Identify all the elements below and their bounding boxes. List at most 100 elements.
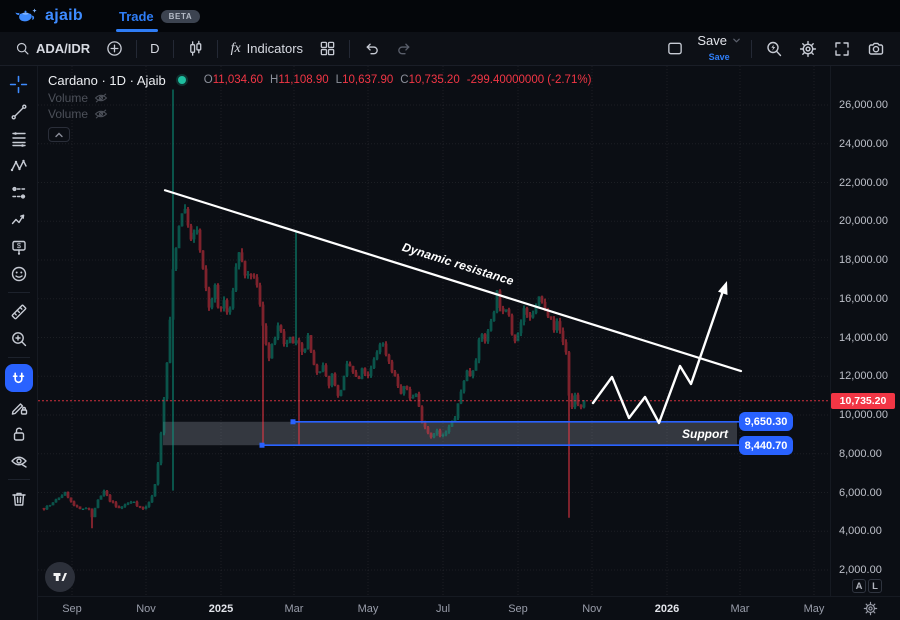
time-tick-label: Sep xyxy=(62,602,82,615)
candles-down xyxy=(42,207,583,529)
price-axis[interactable]: A L 26,000.00 24,000.00 22,000.00 20,000.00… xyxy=(830,66,900,596)
fullscreen-button[interactable] xyxy=(826,36,858,62)
app-bar: ajaib Trade BETA xyxy=(0,0,900,32)
price-tick-label: 24,000.00 xyxy=(839,137,888,150)
toolbar-divider xyxy=(751,39,752,58)
price-tick-label: 18,000.00 xyxy=(839,254,888,266)
fx-icon: fx xyxy=(230,40,241,56)
drawing-mode-tool[interactable] xyxy=(4,394,34,419)
chevron-down-icon xyxy=(733,38,740,42)
layout-select-button[interactable] xyxy=(659,36,691,61)
change-value: -299.40000000 (-2.71%) xyxy=(466,74,592,86)
price-tick-label: 6,000.00 xyxy=(839,486,882,499)
collapse-legend-button[interactable] xyxy=(48,127,70,142)
time-tick-label: Nov xyxy=(136,602,156,615)
compare-add-button[interactable] xyxy=(99,36,130,61)
measure-tool[interactable] xyxy=(4,299,34,324)
ruler-icon xyxy=(11,304,26,319)
support-top-price-tag[interactable]: 9,650.30 xyxy=(739,412,793,431)
elliott-wave-icon xyxy=(11,214,24,224)
time-tick-label: May xyxy=(357,602,379,615)
symbol-title[interactable]: Cardano · 1D · Ajaib xyxy=(48,72,166,88)
tab-trade[interactable]: Trade BETA xyxy=(115,0,201,32)
toolbar-divider xyxy=(172,39,174,58)
eye-off-icon[interactable] xyxy=(94,108,108,120)
lock-drawings-tool[interactable] xyxy=(4,421,34,446)
toolbar-divider xyxy=(7,357,30,358)
snapshot-button[interactable] xyxy=(860,36,892,62)
axis-settings-button[interactable] xyxy=(863,601,878,616)
gear-icon xyxy=(799,40,817,57)
autosave-status: Save xyxy=(708,51,730,62)
ajaib-logo[interactable]: ajaib xyxy=(14,6,83,26)
crosshair-icon xyxy=(9,75,28,94)
layout-grid-button[interactable] xyxy=(312,36,343,61)
zoom-in-tool[interactable] xyxy=(4,326,34,351)
fib-retracement-tool[interactable] xyxy=(4,126,34,151)
interval-button[interactable]: D xyxy=(143,37,166,60)
crosshair-tool[interactable] xyxy=(4,72,34,97)
toolbar-divider xyxy=(216,39,218,58)
magnet-tool[interactable] xyxy=(4,364,33,392)
eye-off-icon[interactable] xyxy=(94,92,108,104)
toolbar-divider xyxy=(7,479,30,480)
symbol-search-button[interactable]: ADA/IDR xyxy=(8,37,97,60)
smiley-icon xyxy=(11,266,26,281)
chart-type-button[interactable] xyxy=(180,36,211,61)
remove-drawings-tool[interactable] xyxy=(4,486,34,511)
fullscreen-icon xyxy=(835,41,849,56)
indicators-button[interactable]: fx Indicators xyxy=(224,37,310,61)
time-tick-label: 2026 xyxy=(654,602,680,615)
toolbar-divider xyxy=(7,292,30,293)
xabcd-pattern-tool[interactable] xyxy=(4,153,34,178)
support-bottom-price-tag[interactable]: 8,440.70 xyxy=(739,436,793,455)
projection-icon xyxy=(11,186,26,199)
projection-arrowhead xyxy=(718,281,728,295)
resistance-trendline xyxy=(163,189,743,373)
time-tick-label: Sep xyxy=(508,602,528,615)
lock-icon xyxy=(13,427,24,441)
volume-indicator-row[interactable]: Volume xyxy=(48,90,591,105)
auto-scale-button[interactable]: A xyxy=(852,579,866,593)
emoji-tool[interactable] xyxy=(4,261,34,286)
trend-line-tool[interactable] xyxy=(4,99,34,124)
current-price-tag: 10,735.20 xyxy=(831,393,895,409)
toolbar-divider xyxy=(136,39,138,58)
settings-button[interactable] xyxy=(792,36,824,62)
save-button[interactable]: Save Save xyxy=(693,33,745,65)
time-tick-label: May xyxy=(803,602,825,615)
toolbar-divider xyxy=(349,39,351,58)
resistance-annotation[interactable]: Dynamic resistance xyxy=(400,239,516,289)
quick-search-button[interactable] xyxy=(758,36,790,62)
chart-toolbar: ADA/IDR D fx Indicators xyxy=(0,32,900,66)
plus-circle-icon xyxy=(107,41,122,56)
log-scale-button[interactable]: L xyxy=(868,579,882,593)
tab-trade-label: Trade xyxy=(118,8,154,24)
active-tab-underline xyxy=(115,29,158,32)
price-tick-label: 8,000.00 xyxy=(839,447,882,460)
search-icon xyxy=(16,42,29,55)
projection-zigzag xyxy=(591,286,726,425)
interval-label: D xyxy=(150,41,160,56)
ohlc-values: O11,034.60 H11,108.90 L10,637.90 C10,735… xyxy=(203,74,592,86)
projection-tool[interactable] xyxy=(4,180,34,205)
xabcd-pattern-icon xyxy=(10,159,27,171)
brand-name: ajaib xyxy=(45,7,83,24)
market-status-icon xyxy=(177,76,186,84)
time-axis[interactable]: Sep Nov 2025 Mar May Jul Sep Nov 2026 Mar May xyxy=(38,596,900,620)
redo-button[interactable] xyxy=(389,36,420,61)
drawing-toolbar: $ xyxy=(0,66,38,620)
chart-legend: Cardano · 1D · Ajaib O11,034.60 H11,108.… xyxy=(48,71,591,142)
hide-drawings-tool[interactable] xyxy=(4,448,34,473)
position-tool[interactable]: $ xyxy=(4,234,34,259)
tradingview-logo[interactable] xyxy=(45,562,75,592)
symbol-label: ADA/IDR xyxy=(36,41,91,56)
undo-icon xyxy=(366,43,378,55)
grid-lines xyxy=(38,66,830,596)
support-annotation[interactable]: Support xyxy=(682,427,728,441)
elliott-wave-tool[interactable] xyxy=(4,207,34,232)
gear-icon xyxy=(863,601,878,616)
undo-button[interactable] xyxy=(356,36,387,61)
volume-indicator-row[interactable]: Volume xyxy=(48,106,591,121)
price-tick-label: 10,000.00 xyxy=(839,409,888,421)
